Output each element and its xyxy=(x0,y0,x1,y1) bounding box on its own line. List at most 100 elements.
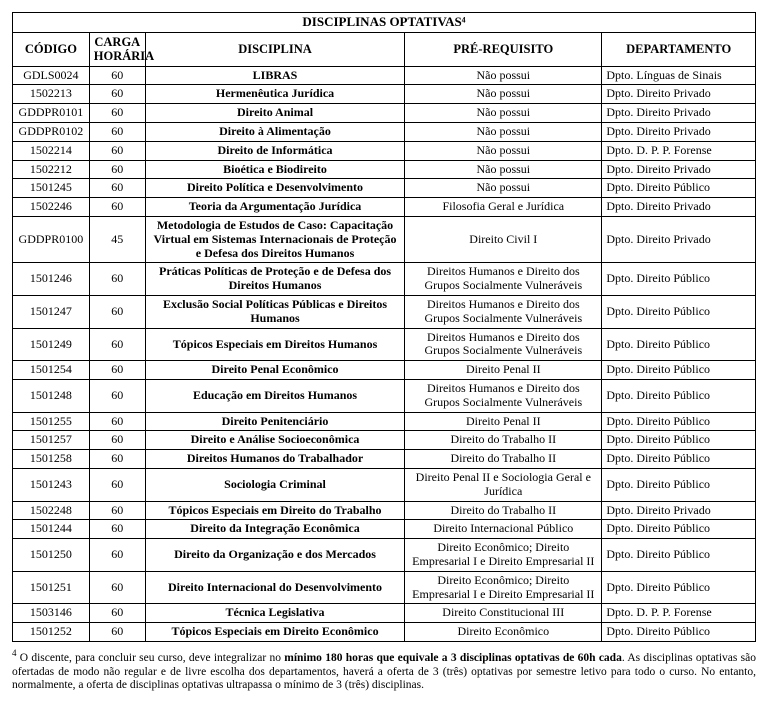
cell-codigo: 1501248 xyxy=(13,380,90,413)
cell-carga: 60 xyxy=(89,85,145,104)
table-row: 150224860Tópicos Especiais em Direito do… xyxy=(13,501,756,520)
cell-carga: 60 xyxy=(89,604,145,623)
cell-codigo: 1501243 xyxy=(13,469,90,502)
cell-carga: 60 xyxy=(89,412,145,431)
cell-carga: 60 xyxy=(89,123,145,142)
cell-disciplina: Direito Penitenciário xyxy=(145,412,404,431)
cell-dept: Dpto. Direito Público xyxy=(602,623,756,642)
optative-courses-table: DISCIPLINAS OPTATIVAS⁴ CÓDIGO CARGA HORÁ… xyxy=(12,12,756,642)
cell-prereq: Direitos Humanos e Direito dos Grupos So… xyxy=(405,328,602,361)
cell-carga: 60 xyxy=(89,520,145,539)
cell-prereq: Não possui xyxy=(405,160,602,179)
cell-carga: 45 xyxy=(89,217,145,263)
cell-carga: 60 xyxy=(89,179,145,198)
table-body: GDLS002460LIBRASNão possuiDpto. Línguas … xyxy=(13,66,756,641)
cell-dept: Dpto. Direito Público xyxy=(602,450,756,469)
cell-prereq: Direito Penal II xyxy=(405,412,602,431)
cell-prereq: Direito do Trabalho II xyxy=(405,501,602,520)
col-header-carga: CARGA HORÁRIA xyxy=(89,32,145,66)
table-title: DISCIPLINAS OPTATIVAS⁴ xyxy=(13,13,756,33)
cell-dept: Dpto. Direito Público xyxy=(602,520,756,539)
cell-dept: Dpto. Direito Público xyxy=(602,571,756,604)
table-row: 150125260Tópicos Especiais em Direito Ec… xyxy=(13,623,756,642)
cell-prereq: Não possui xyxy=(405,179,602,198)
cell-dept: Dpto. Direito Público xyxy=(602,469,756,502)
cell-disciplina: Direito Penal Econômico xyxy=(145,361,404,380)
cell-codigo: 1502213 xyxy=(13,85,90,104)
table-row: 150125460Direito Penal EconômicoDireito … xyxy=(13,361,756,380)
cell-prereq: Não possui xyxy=(405,104,602,123)
cell-prereq: Direito Econômico; Direito Empresarial I… xyxy=(405,571,602,604)
cell-codigo: 1502248 xyxy=(13,501,90,520)
cell-codigo: 1501254 xyxy=(13,361,90,380)
table-row: 150124660Práticas Políticas de Proteção … xyxy=(13,263,756,296)
cell-codigo: 1501251 xyxy=(13,571,90,604)
table-row: 150221360Hermenêutica JurídicaNão possui… xyxy=(13,85,756,104)
cell-dept: Dpto. Direito Privado xyxy=(602,123,756,142)
table-row: 150124760Exclusão Social Políticas Públi… xyxy=(13,296,756,329)
cell-disciplina: Direito Política e Desenvolvimento xyxy=(145,179,404,198)
table-row: 150314660Técnica LegislativaDireito Cons… xyxy=(13,604,756,623)
cell-disciplina: Direitos Humanos do Trabalhador xyxy=(145,450,404,469)
table-row: 150125060Direito da Organização e dos Me… xyxy=(13,539,756,572)
table-header-row: CÓDIGO CARGA HORÁRIA DISCIPLINA PRÉ-REQU… xyxy=(13,32,756,66)
cell-carga: 60 xyxy=(89,263,145,296)
cell-prereq: Não possui xyxy=(405,66,602,85)
cell-dept: Dpto. Direito Privado xyxy=(602,160,756,179)
cell-prereq: Direito Penal II e Sociologia Geral e Ju… xyxy=(405,469,602,502)
cell-dept: Dpto. Direito Público xyxy=(602,431,756,450)
cell-carga: 60 xyxy=(89,296,145,329)
cell-codigo: 1501258 xyxy=(13,450,90,469)
table-row: 150124360Sociologia CriminalDireito Pena… xyxy=(13,469,756,502)
table-row: 150221460Direito de InformáticaNão possu… xyxy=(13,141,756,160)
cell-disciplina: Direito Internacional do Desenvolvimento xyxy=(145,571,404,604)
table-row: 150125160Direito Internacional do Desenv… xyxy=(13,571,756,604)
cell-prereq: Direito do Trabalho II xyxy=(405,450,602,469)
cell-disciplina: Direito Animal xyxy=(145,104,404,123)
cell-carga: 60 xyxy=(89,431,145,450)
table-row: 150221260Bioética e BiodireitoNão possui… xyxy=(13,160,756,179)
cell-carga: 60 xyxy=(89,623,145,642)
cell-codigo: GDLS0024 xyxy=(13,66,90,85)
cell-prereq: Direito do Trabalho II xyxy=(405,431,602,450)
cell-dept: Dpto. Direito Público xyxy=(602,296,756,329)
cell-dept: Dpto. Direito Privado xyxy=(602,217,756,263)
cell-codigo: GDDPR0102 xyxy=(13,123,90,142)
cell-disciplina: Tópicos Especiais em Direito do Trabalho xyxy=(145,501,404,520)
cell-dept: Dpto. Direito Público xyxy=(602,179,756,198)
cell-carga: 60 xyxy=(89,104,145,123)
cell-dept: Dpto. Direito Público xyxy=(602,412,756,431)
cell-prereq: Direito Civil I xyxy=(405,217,602,263)
cell-disciplina: Metodologia de Estudos de Caso: Capacita… xyxy=(145,217,404,263)
cell-disciplina: Práticas Políticas de Proteção e de Defe… xyxy=(145,263,404,296)
cell-codigo: 1501245 xyxy=(13,179,90,198)
cell-codigo: 1501252 xyxy=(13,623,90,642)
cell-codigo: 1501257 xyxy=(13,431,90,450)
cell-dept: Dpto. Direito Público xyxy=(602,328,756,361)
cell-dept: Dpto. D. P. P. Forense xyxy=(602,141,756,160)
col-header-codigo: CÓDIGO xyxy=(13,32,90,66)
cell-codigo: 1501247 xyxy=(13,296,90,329)
cell-dept: Dpto. Direito Público xyxy=(602,380,756,413)
table-row: GDDPR010045Metodologia de Estudos de Cas… xyxy=(13,217,756,263)
cell-carga: 60 xyxy=(89,501,145,520)
cell-disciplina: Direito da Organização e dos Mercados xyxy=(145,539,404,572)
col-header-disciplina: DISCIPLINA xyxy=(145,32,404,66)
table-row: 150124960Tópicos Especiais em Direitos H… xyxy=(13,328,756,361)
cell-prereq: Filosofia Geral e Jurídica xyxy=(405,198,602,217)
cell-carga: 60 xyxy=(89,571,145,604)
cell-dept: Dpto. Direito Público xyxy=(602,263,756,296)
cell-prereq: Direito Econômico; Direito Empresarial I… xyxy=(405,539,602,572)
cell-prereq: Direitos Humanos e Direito dos Grupos So… xyxy=(405,263,602,296)
cell-codigo: 1502214 xyxy=(13,141,90,160)
cell-dept: Dpto. Línguas de Sinais xyxy=(602,66,756,85)
table-row: GDDPR010160Direito AnimalNão possuiDpto.… xyxy=(13,104,756,123)
table-row: 150124560Direito Política e Desenvolvime… xyxy=(13,179,756,198)
cell-prereq: Direito Constitucional III xyxy=(405,604,602,623)
footnote-bold: mínimo 180 horas que equivale a 3 discip… xyxy=(284,652,622,664)
cell-codigo: GDDPR0101 xyxy=(13,104,90,123)
table-row: 150124460Direito da Integração Econômica… xyxy=(13,520,756,539)
cell-disciplina: Direito à Alimentação xyxy=(145,123,404,142)
cell-disciplina: Direito da Integração Econômica xyxy=(145,520,404,539)
table-row: 150125760Direito e Análise Socioeconômic… xyxy=(13,431,756,450)
